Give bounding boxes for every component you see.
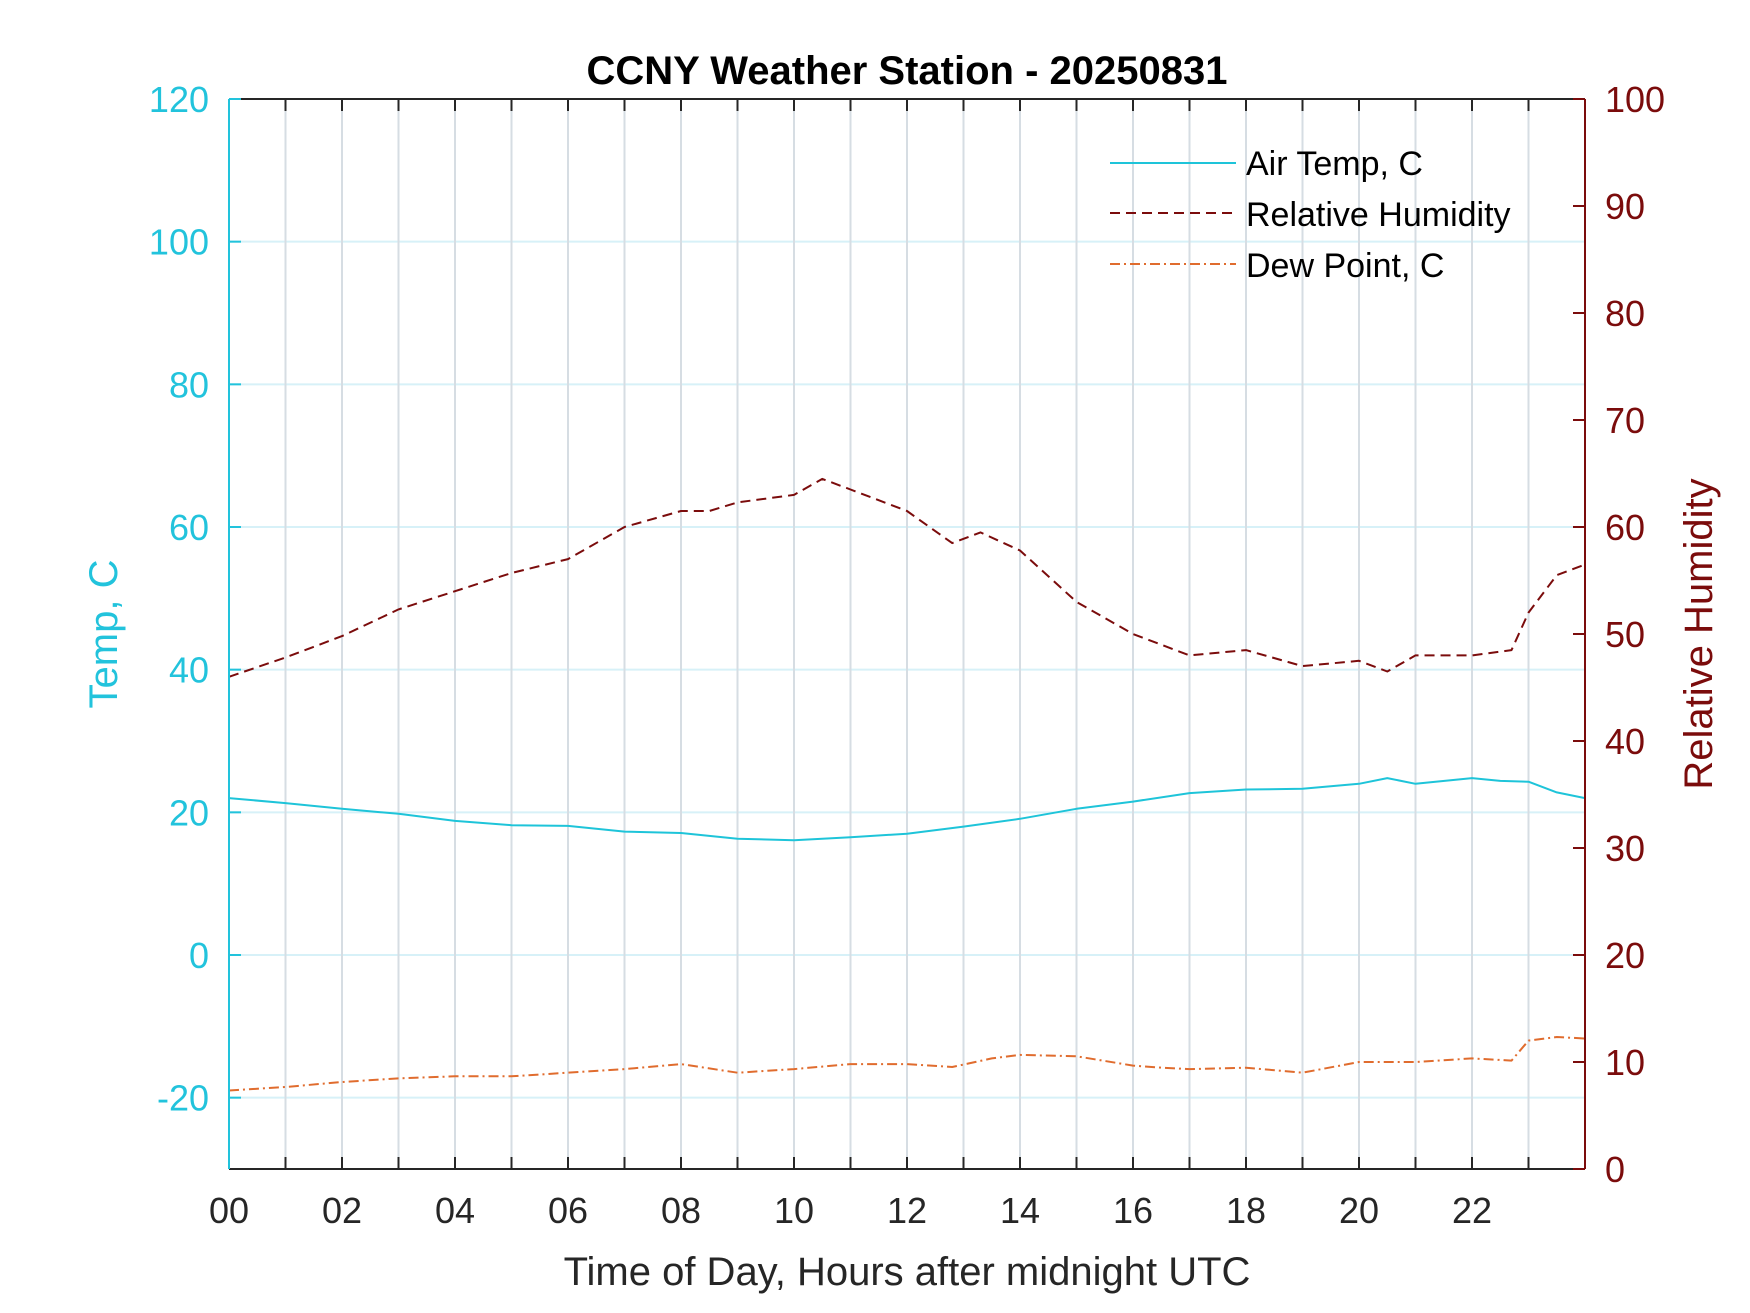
x-tick-label: 14: [1000, 1190, 1040, 1231]
x-tick-label: 22: [1452, 1190, 1492, 1231]
y-left-tick-label: 0: [189, 935, 209, 976]
y-left-tick-label: 40: [169, 650, 209, 691]
y-left-tick-label: 60: [169, 507, 209, 548]
x-tick-label: 00: [209, 1190, 249, 1231]
x-tick-label: 06: [548, 1190, 588, 1231]
x-tick-label: 08: [661, 1190, 701, 1231]
y-right-tick-label: 70: [1605, 400, 1645, 441]
legend: Air Temp, C Relative Humidity Dew Point,…: [1110, 145, 1511, 285]
y-right-tick-label: 30: [1605, 828, 1645, 869]
series-layer: [228, 477, 1586, 1092]
y-left-tick-label: 100: [149, 222, 209, 263]
legend-label-relative-humidity: Relative Humidity: [1246, 196, 1511, 234]
x-tick-label: 20: [1339, 1190, 1379, 1231]
x-tick-label: 12: [887, 1190, 927, 1231]
y-right-tick-label: 90: [1605, 186, 1645, 227]
y-right-tick-label: 50: [1605, 614, 1645, 655]
y-right-tick-label: 0: [1605, 1149, 1625, 1190]
y-right-tick-label: 100: [1605, 79, 1665, 120]
x-tick-label: 18: [1226, 1190, 1266, 1231]
legend-label-dew-point: Dew Point, C: [1246, 247, 1444, 285]
x-axis-label: Time of Day, Hours after midnight UTC: [564, 1250, 1251, 1294]
y-axis-left-label: Temp, C: [82, 560, 126, 709]
y-left-tick-label: -20: [157, 1078, 209, 1119]
x-tick-label: 04: [435, 1190, 475, 1231]
y-right-tick-label: 80: [1605, 293, 1645, 334]
y-left-tick-label: 80: [169, 364, 209, 405]
y-left-tick-label: 20: [169, 792, 209, 833]
ticks-layer: 00 02 04 06 08 10 12 14 16 18 20 22-200204060801001…: [149, 79, 1665, 1231]
x-tick-label: 02: [322, 1190, 362, 1231]
y-right-tick-label: 10: [1605, 1042, 1645, 1083]
y-right-tick-label: 20: [1605, 935, 1645, 976]
series-line-dew-point-c: [228, 1036, 1586, 1092]
x-tick-label: 16: [1113, 1190, 1153, 1231]
y-left-tick-label: 120: [149, 79, 209, 120]
series-line-air-temp-c: [228, 777, 1586, 842]
chart-title: CCNY Weather Station - 20250831: [587, 49, 1228, 93]
vertical-gridlines: [284, 99, 1530, 1169]
y-axis-right-label: Relative Humidity: [1677, 478, 1721, 789]
y-right-tick-label: 40: [1605, 721, 1645, 762]
series-line-relative-humidity: [228, 477, 1586, 678]
y-right-tick-label: 60: [1605, 507, 1645, 548]
legend-label-air-temp: Air Temp, C: [1246, 145, 1423, 183]
x-tick-label: 10: [774, 1190, 814, 1231]
